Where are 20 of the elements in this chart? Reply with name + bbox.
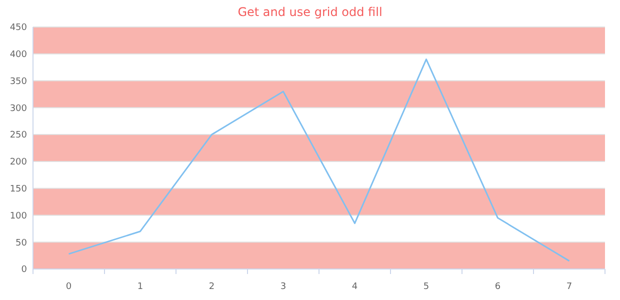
y-tick-label: 400	[10, 50, 28, 60]
y-tick-label: 250	[10, 130, 28, 141]
chart-title: Get and use grid odd fill	[238, 5, 382, 19]
x-tick-label: 0	[66, 282, 72, 292]
x-tick-label: 1	[137, 282, 144, 292]
y-tick-label: 50	[16, 238, 28, 248]
x-tick-label: 5	[423, 282, 430, 292]
y-tick-label: 200	[10, 158, 28, 168]
x-tick-label: 4	[352, 282, 358, 292]
x-tick-label: 3	[280, 282, 286, 292]
x-tick-label: 7	[566, 282, 572, 292]
y-tick-label: 100	[10, 211, 28, 222]
y-tick-label: 0	[21, 265, 28, 276]
y-tick-label: 300	[10, 104, 28, 114]
x-tick-label: 2	[208, 282, 215, 292]
y-tick-label: 350	[10, 76, 28, 87]
y-tick-label: 150	[10, 184, 28, 194]
line-series	[68, 58, 570, 262]
x-tick-label: 6	[494, 282, 501, 292]
y-tick-label: 450	[10, 23, 28, 34]
